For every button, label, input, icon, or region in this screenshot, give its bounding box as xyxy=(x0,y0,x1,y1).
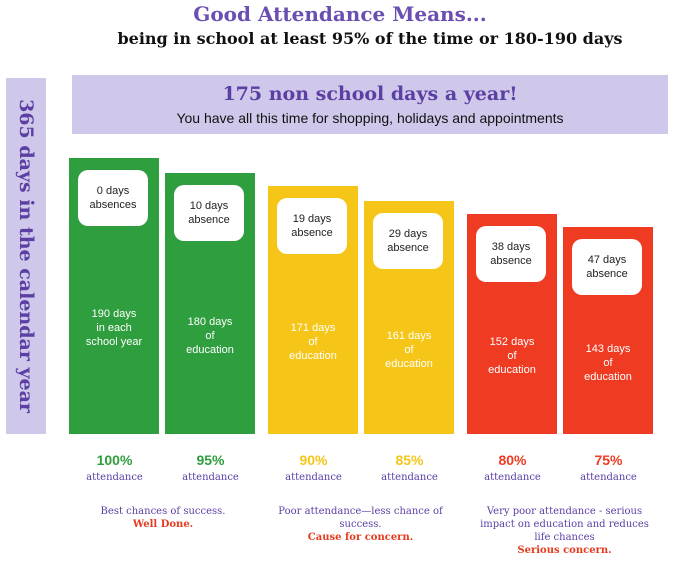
attendance-caption: attendance xyxy=(580,472,637,483)
chart-subtitle: being in school at least 95% of the time… xyxy=(117,29,623,48)
attendance-caption: attendance xyxy=(381,472,438,483)
note-concern-emphasis: Cause for concern. xyxy=(307,532,414,543)
note-success-emphasis: Well Done. xyxy=(132,519,194,530)
absence-label: 0 days absences xyxy=(78,170,148,226)
attendance-caption: attendance xyxy=(86,472,143,483)
attendance-caption: attendance xyxy=(182,472,239,483)
non-school-days-banner: 175 non school days a year! You have all… xyxy=(72,75,668,134)
calendar-year-band xyxy=(6,78,46,434)
banner-subtitle: You have all this time for shopping, hol… xyxy=(176,110,564,126)
education-days-label: 171 days of education xyxy=(289,322,337,362)
attendance-percent: 90% xyxy=(299,452,328,468)
education-days-label: 190 days in each school year xyxy=(85,308,143,348)
absence-label: 29 days absence xyxy=(373,213,443,269)
education-days-label: 180 days of education xyxy=(186,316,234,356)
attendance-percent: 80% xyxy=(498,452,527,468)
attendance-percent: 100% xyxy=(96,452,133,468)
education-days-label: 161 days of education xyxy=(385,330,433,370)
note-concern-text: Poor attendance—less chance of success. xyxy=(278,506,443,530)
note-success-text: Best chances of success. xyxy=(100,506,226,517)
absence-label: 10 days absence xyxy=(174,185,244,241)
attendance-percent: 95% xyxy=(196,452,225,468)
banner-title: 175 non school days a year! xyxy=(222,83,518,105)
chart-title: Good Attendance Means... xyxy=(193,2,487,26)
attendance-percent: 85% xyxy=(395,452,424,468)
attendance-percent: 75% xyxy=(594,452,623,468)
attendance-caption: attendance xyxy=(484,472,541,483)
note-serious-text: Very poor attendance - serious impact on… xyxy=(480,506,649,543)
education-days-label: 152 days of education xyxy=(488,336,536,376)
note-success: Best chances of success. Well Done. xyxy=(78,505,248,531)
absence-label: 19 days absence xyxy=(277,198,347,254)
note-serious: Very poor attendance - serious impact on… xyxy=(472,505,657,557)
absence-label: 47 days absence xyxy=(572,239,642,295)
absence-label: 38 days absence xyxy=(476,226,546,282)
attendance-caption: attendance xyxy=(285,472,342,483)
education-days-label: 143 days of education xyxy=(584,343,632,383)
note-concern: Poor attendance—less chance of success. … xyxy=(268,505,453,544)
note-serious-emphasis: Serious concern. xyxy=(517,545,612,556)
